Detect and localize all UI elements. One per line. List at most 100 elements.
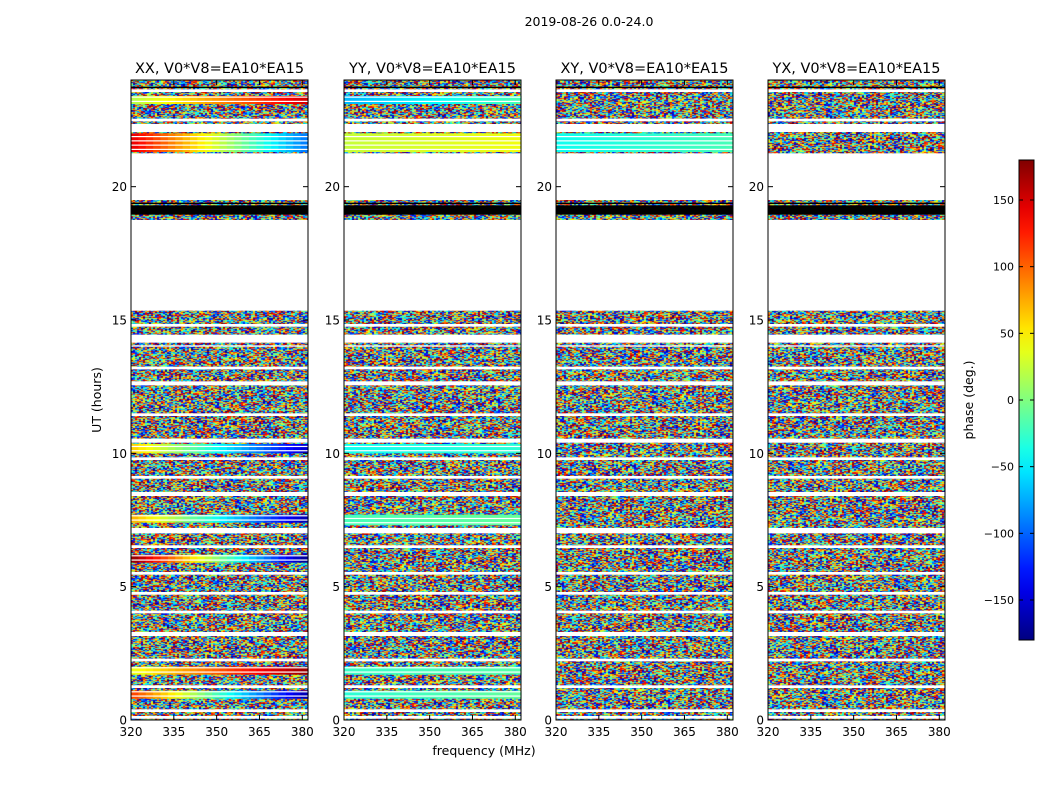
blank-range	[768, 545, 945, 548]
blank-range	[556, 685, 733, 688]
coherent-band-cell	[498, 690, 507, 699]
coherent-band-cell	[285, 690, 294, 699]
coherent-band-cell	[725, 133, 734, 152]
coherent-band-cell	[498, 96, 507, 104]
coherent-band-cell	[600, 133, 609, 152]
blank-range	[344, 492, 521, 496]
coherent-band-cell	[351, 444, 360, 454]
coherent-band-cell	[256, 690, 265, 699]
coherent-band-cell	[219, 96, 228, 104]
coherent-band-cell	[373, 96, 382, 104]
coherent-band-cell	[167, 554, 176, 563]
band-gap	[344, 517, 521, 520]
coherent-band-cell	[637, 133, 646, 152]
coherent-band-cell	[447, 444, 456, 454]
coherent-band-cell	[659, 133, 668, 152]
band-gap	[344, 445, 521, 448]
coherent-band-cell	[271, 514, 280, 523]
blank-range	[344, 632, 521, 636]
coherent-band-cell	[145, 690, 154, 699]
coherent-band-cell	[204, 514, 213, 523]
coherent-band-cell	[351, 96, 360, 104]
coherent-band-cell	[212, 554, 221, 563]
coherent-band-cell	[358, 96, 367, 104]
blank-range	[556, 457, 733, 460]
coherent-band-cell	[190, 96, 198, 104]
y-tick-label: 10	[749, 447, 764, 461]
coherent-band-cell	[439, 514, 448, 526]
panel-title: XY, V0*V8=EA10*EA15	[560, 61, 728, 77]
coherent-band-cell	[138, 133, 147, 152]
blank-range	[768, 492, 945, 496]
coherent-band-cell	[351, 666, 360, 675]
band-gap	[344, 671, 521, 673]
coherent-band-cell	[234, 666, 243, 675]
coherent-band-cell	[380, 133, 389, 152]
coherent-band-cell	[366, 514, 375, 526]
blank-range	[768, 658, 945, 662]
blank-range	[768, 716, 945, 719]
coherent-band-cell	[469, 133, 478, 152]
coherent-band-cell	[241, 666, 250, 675]
coherent-band-cell	[563, 133, 572, 152]
y-tick-label: 20	[325, 180, 340, 194]
x-tick-label: 380	[716, 725, 739, 739]
blank-range	[344, 592, 521, 595]
blank-range	[556, 528, 733, 534]
blank-range	[344, 438, 521, 443]
blank-range	[556, 610, 733, 614]
coherent-band-cell	[219, 666, 228, 675]
coherent-band-cell	[204, 96, 213, 104]
coherent-band-cell	[410, 666, 419, 675]
blank-range	[344, 124, 521, 132]
blank-range	[556, 381, 733, 386]
coherent-band-cell	[358, 690, 367, 699]
panel-title: XX, V0*V8=EA10*EA15	[135, 61, 304, 77]
coherent-band-cell	[175, 444, 184, 454]
x-tick-label: 350	[630, 725, 653, 739]
band-gap	[344, 148, 521, 150]
blank-range	[556, 345, 733, 347]
coherent-band-cell	[447, 690, 456, 699]
band-gap	[131, 671, 308, 673]
blank-range	[556, 572, 733, 575]
blank-range	[344, 345, 521, 347]
coherent-band-cell	[366, 690, 375, 699]
coherent-band-cell	[160, 514, 169, 523]
coherent-band-cell	[153, 554, 162, 563]
coherent-band-cell	[425, 690, 434, 699]
coherent-band-cell	[439, 666, 448, 675]
coherent-band-cell	[285, 96, 294, 104]
blank-range	[768, 685, 945, 688]
coherent-band-cell	[293, 666, 302, 675]
coherent-band-cell	[293, 133, 302, 152]
coherent-band-cell	[696, 133, 705, 152]
blank-range	[131, 457, 308, 460]
coherent-band-cell	[410, 514, 419, 526]
coherent-band-cell	[285, 514, 294, 523]
band-gap	[131, 519, 308, 521]
coherent-band-cell	[439, 96, 448, 104]
coherent-band-cell	[388, 133, 397, 152]
coherent-band-cell	[476, 514, 485, 526]
coherent-band-cell	[204, 554, 213, 563]
coherent-band-cell	[138, 96, 147, 104]
flagged-range	[768, 86, 945, 88]
x-tick-label: 365	[885, 725, 908, 739]
coherent-band-cell	[491, 96, 500, 104]
coherent-band-cell	[556, 133, 564, 152]
coherent-band-cell	[644, 133, 653, 152]
coherent-band-cell	[204, 666, 213, 675]
coherent-band-cell	[182, 666, 191, 675]
coherent-band-cell	[462, 666, 470, 675]
coherent-band-cell	[469, 444, 478, 454]
coherent-band-cell	[234, 444, 243, 454]
blank-range	[556, 153, 733, 200]
blank-range	[131, 381, 308, 386]
coherent-band-cell	[167, 96, 176, 104]
coherent-band-cell	[432, 666, 441, 675]
coherent-band-cell	[506, 514, 515, 526]
blank-range	[556, 334, 733, 343]
coherent-band-cell	[491, 133, 500, 152]
